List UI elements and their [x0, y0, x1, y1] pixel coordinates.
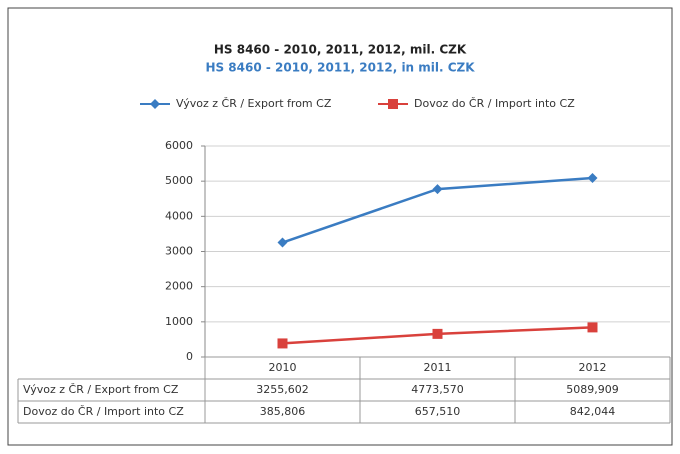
legend-marker: [150, 99, 160, 109]
x-tick-label: 2010: [269, 361, 297, 374]
data-point: [277, 338, 288, 349]
table-cell: 385,806: [260, 405, 306, 418]
table-cell: 842,044: [570, 405, 616, 418]
table-cell: 3255,602: [256, 383, 309, 396]
chart-title: HS 8460 - 2010, 2011, 2012, mil. CZK: [214, 43, 467, 57]
table-cell: 5089,909: [566, 383, 619, 396]
data-point: [277, 237, 288, 248]
table-cell: 657,510: [415, 405, 461, 418]
data-point: [587, 322, 598, 333]
table-cell: 4773,570: [411, 383, 464, 396]
chart-subtitle: HS 8460 - 2010, 2011, 2012, in mil. CZK: [205, 61, 475, 75]
data-point: [587, 173, 598, 184]
data-point: [432, 328, 443, 339]
y-tick-label: 5000: [165, 174, 193, 187]
legend-label: Dovoz do ČR / Import into CZ: [414, 97, 575, 110]
y-tick-label: 4000: [165, 209, 193, 222]
legend-label: Vývoz z ČR / Export from CZ: [176, 97, 332, 110]
y-tick-label: 1000: [165, 315, 193, 328]
frame: [7, 7, 673, 446]
y-tick-label: 3000: [165, 245, 193, 258]
y-tick-label: 2000: [165, 280, 193, 293]
legend-marker: [388, 99, 398, 109]
x-tick-label: 2012: [579, 361, 607, 374]
data-point: [432, 184, 443, 195]
y-tick-label: 6000: [165, 139, 193, 152]
table-row-label: Dovoz do ČR / Import into CZ: [23, 405, 184, 418]
x-tick-label: 2011: [424, 361, 452, 374]
y-tick-label: 0: [186, 350, 193, 363]
table-row-label: Vývoz z ČR / Export from CZ: [23, 383, 179, 396]
